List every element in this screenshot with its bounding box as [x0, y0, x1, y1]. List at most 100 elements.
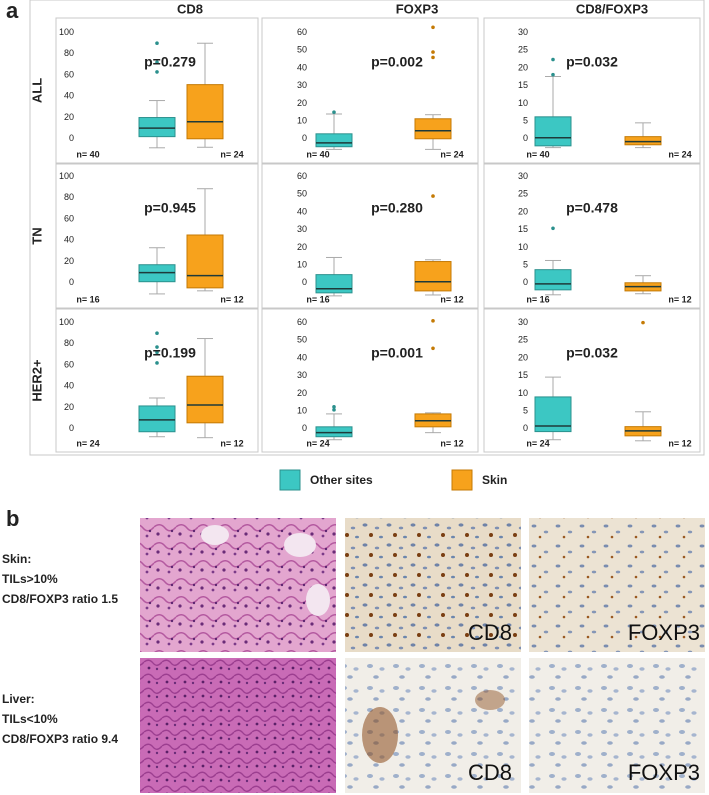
outlier [155, 60, 159, 65]
n-label: n= 12 [220, 294, 243, 304]
image-label: FOXP3 [628, 620, 700, 645]
y-tick-label: 0 [523, 133, 528, 143]
column-header: CD8 [177, 1, 203, 16]
p-value: p=0.001 [371, 345, 423, 361]
outlier [551, 57, 555, 62]
panel-label: a [6, 0, 19, 23]
y-tick-label: 40 [64, 235, 74, 245]
row-caption: Liver: [2, 692, 35, 706]
outlier [551, 72, 555, 77]
outlier [431, 346, 435, 351]
panel-frame [261, 308, 479, 453]
box [624, 136, 662, 146]
row-header: HER2+ [29, 359, 44, 402]
y-tick-label: 20 [518, 352, 528, 362]
y-tick-label: 0 [302, 133, 307, 143]
n-label: n= 24 [526, 438, 549, 448]
n-label: n= 24 [668, 149, 691, 159]
y-tick-label: 5 [523, 405, 528, 415]
y-tick-label: 40 [297, 62, 307, 72]
y-tick-label: 40 [64, 381, 74, 391]
p-value: p=0.199 [144, 345, 196, 361]
y-tick-label: 30 [297, 224, 307, 234]
outlier [431, 25, 435, 30]
image-label: FOXP3 [628, 760, 700, 785]
row-caption: CD8/FOXP3 ratio 9.4 [2, 732, 118, 746]
outlier [155, 345, 159, 349]
y-tick-label: 60 [64, 359, 74, 369]
micrographs [140, 518, 705, 793]
outlier [155, 41, 159, 46]
y-tick-label: 20 [518, 206, 528, 216]
he-image [140, 658, 336, 793]
outlier [431, 319, 435, 323]
box [534, 116, 572, 147]
y-tick-label: 30 [518, 171, 528, 181]
panel-label: b [6, 506, 19, 531]
p-value: p=0.032 [566, 345, 618, 361]
n-label: n= 12 [440, 294, 463, 304]
p-value: p=0.945 [144, 200, 196, 216]
y-tick-label: 50 [297, 45, 307, 55]
box [186, 234, 224, 289]
n-label: n= 12 [668, 294, 691, 304]
n-label: n= 24 [220, 149, 243, 159]
row-caption: Skin: [2, 552, 31, 566]
n-label: n= 12 [220, 438, 243, 448]
stain-area [362, 707, 398, 763]
y-tick-label: 30 [297, 370, 307, 380]
fat-cell [306, 584, 330, 616]
box [315, 274, 353, 294]
y-tick-label: 10 [297, 115, 307, 125]
y-tick-label: 40 [297, 206, 307, 216]
row-caption: TILs>10% [2, 572, 58, 586]
n-label: n= 24 [440, 149, 463, 159]
y-tick-label: 80 [64, 338, 74, 348]
y-tick-label: 0 [302, 423, 307, 433]
n-label: n= 40 [526, 149, 549, 159]
n-label: n= 24 [76, 438, 99, 448]
y-tick-label: 60 [64, 69, 74, 79]
y-tick-label: 20 [297, 388, 307, 398]
y-tick-label: 20 [64, 402, 74, 412]
y-tick-label: 5 [523, 259, 528, 269]
column-header: CD8/FOXP3 [576, 1, 648, 16]
n-label: n= 16 [76, 294, 99, 304]
box [414, 261, 452, 292]
panel-frame [483, 163, 701, 309]
legend-label: Skin [482, 473, 507, 487]
n-label: n= 12 [440, 438, 463, 448]
y-tick-label: 30 [518, 27, 528, 37]
y-tick-label: 5 [523, 115, 528, 125]
y-tick-label: 15 [518, 224, 528, 234]
legend-swatch [279, 469, 301, 491]
n-label: n= 40 [306, 149, 329, 159]
y-tick-label: 60 [64, 213, 74, 223]
ihc-image [345, 518, 521, 652]
box [315, 426, 353, 438]
outlier [332, 110, 336, 115]
outlier [431, 50, 435, 54]
row-header: ALL [29, 78, 44, 103]
y-tick-label: 10 [518, 242, 528, 252]
box [138, 405, 176, 433]
box [534, 269, 572, 291]
y-tick-label: 40 [64, 91, 74, 101]
outlier [155, 350, 159, 355]
y-tick-label: 20 [64, 112, 74, 122]
outlier [332, 408, 336, 412]
n-label: n= 40 [76, 149, 99, 159]
panel-frame [261, 17, 479, 164]
panel-frame [483, 17, 701, 164]
outlier [155, 70, 159, 74]
n-label: n= 16 [306, 294, 329, 304]
panel-frame [483, 308, 701, 453]
fat-cell [201, 525, 229, 545]
outlier [431, 194, 435, 198]
panel-frame [55, 163, 259, 309]
y-tick-label: 20 [297, 98, 307, 108]
box [414, 118, 452, 140]
p-value: p=0.280 [371, 200, 423, 216]
y-tick-label: 15 [518, 370, 528, 380]
p-value: p=0.279 [144, 54, 196, 70]
